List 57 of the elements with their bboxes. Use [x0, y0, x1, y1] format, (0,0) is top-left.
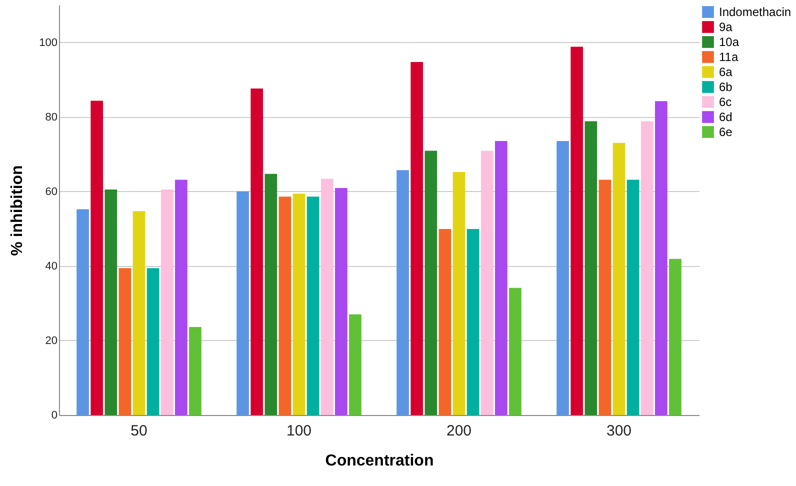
bar: [466, 229, 480, 415]
legend-label: 6d: [719, 110, 732, 124]
bar: [424, 150, 438, 415]
bar: [76, 209, 89, 415]
bar: [349, 314, 362, 415]
bar: [410, 62, 424, 415]
bar: [570, 46, 584, 415]
bar: [598, 180, 612, 415]
legend-label: 6a: [719, 65, 733, 79]
y-tick-label: 100: [39, 36, 58, 49]
bar: [104, 190, 118, 415]
bar: [174, 180, 188, 415]
y-tick-label: 60: [45, 186, 58, 198]
y-tick-label: 20: [45, 334, 58, 347]
legend-label: 11a: [719, 50, 738, 64]
bar: [452, 172, 466, 415]
bar: [90, 100, 104, 415]
bar: [334, 188, 348, 415]
legend-label: Indomethacin: [719, 5, 792, 19]
bar: [320, 178, 334, 415]
legend-label: 6e: [719, 125, 733, 139]
bar: [132, 211, 146, 415]
bar: [626, 180, 640, 415]
bar: [640, 121, 654, 415]
x-tick-label: 50: [130, 422, 148, 440]
x-tick-label: 200: [446, 422, 472, 440]
bar: [396, 170, 409, 415]
bar: [669, 258, 682, 415]
bar: [306, 196, 320, 415]
bar: [264, 174, 278, 415]
bar: [584, 121, 598, 415]
bar: [494, 141, 508, 415]
legend-label: 9a: [719, 20, 733, 34]
bar: [118, 268, 132, 415]
bar: [480, 150, 494, 415]
x-tick-label: 300: [606, 422, 632, 440]
bar: [236, 191, 249, 415]
bar: [189, 327, 202, 415]
bar: [556, 141, 569, 415]
x-axis-title: Concentration: [325, 452, 434, 470]
bar: [509, 288, 522, 415]
bar: [278, 196, 292, 415]
legend-label: 6b: [719, 80, 733, 94]
bar: [146, 268, 160, 415]
bar: [612, 142, 626, 415]
bar: [654, 101, 668, 415]
bar: [292, 194, 306, 415]
y-tick-label: 40: [45, 260, 58, 272]
bar: [250, 88, 264, 415]
legend-label: 6c: [719, 95, 732, 109]
y-tick-label: 0: [51, 410, 58, 422]
y-axis-title: % inhibition: [9, 165, 26, 256]
y-tick-label: 80: [45, 111, 58, 124]
legend-label: 10a: [719, 35, 740, 49]
bar: [438, 229, 452, 415]
x-tick-label: 100: [286, 422, 312, 440]
bar: [160, 190, 174, 415]
